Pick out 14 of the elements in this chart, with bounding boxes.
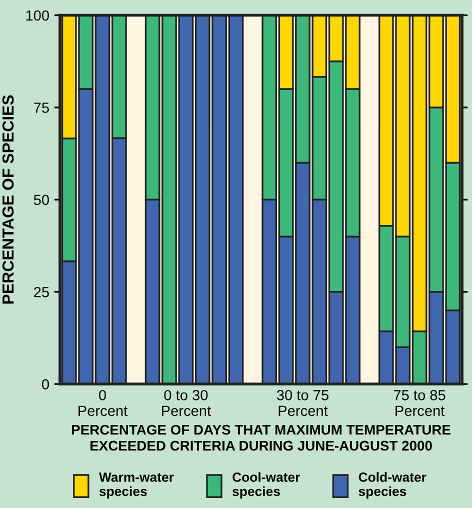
y-tick-label: 25 <box>34 286 49 298</box>
x-tick-label: 75 to 85 Percent <box>394 390 446 416</box>
x-axis-title: PERCENTAGE OF DAYS THAT MAXIMUM TEMPERATURE EXCEEDED CRITERIA DURING JUNE-AUGUST 2000 <box>72 424 450 451</box>
y-tick-label: 50 <box>34 194 49 206</box>
legend-label: Warm-water species <box>98 472 174 499</box>
y-tick-label: 75 <box>34 102 49 113</box>
y-tick-label: 100 <box>26 10 49 21</box>
x-tick-label: 0 to 30 Percent <box>162 390 211 416</box>
y-tick-label: 0 <box>42 379 49 390</box>
legend-label: Cold-water species <box>358 472 426 499</box>
x-tick-label: 0 Percent <box>78 390 128 416</box>
y-axis-title: PERCENTAGE OF SPECIES <box>2 95 14 304</box>
x-tick-label: 30 to 75 Percent <box>276 390 328 416</box>
legend-label: Cool-water species <box>232 472 300 499</box>
